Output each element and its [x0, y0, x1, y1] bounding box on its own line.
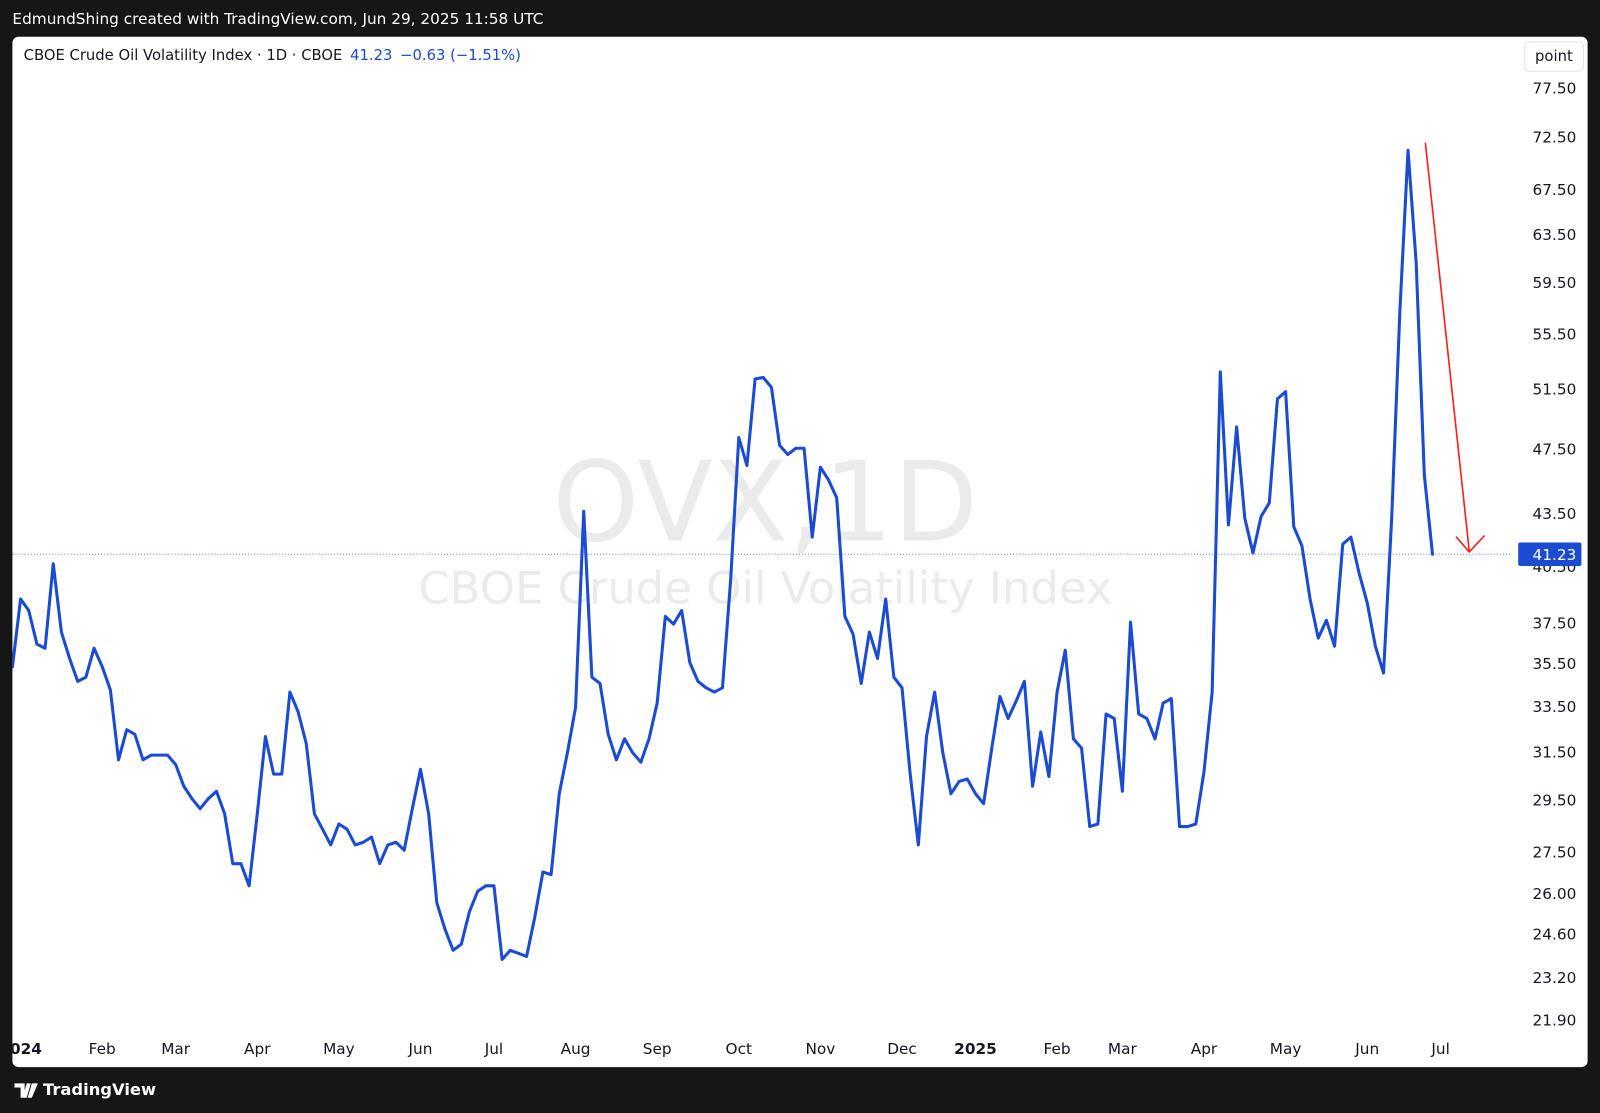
x-tick-label: Jun [408, 1040, 433, 1058]
x-tick-label: Apr [244, 1040, 271, 1058]
y-tick-label: 26.00 [1533, 885, 1577, 903]
watermark-subtitle: CBOE Crude Oil Volatility Index [418, 562, 1112, 615]
scale-button-label[interactable]: point [1535, 48, 1573, 65]
footer: TradingView [14, 1080, 156, 1099]
y-tick-label: 27.50 [1533, 843, 1577, 861]
x-tick-label: Aug [561, 1040, 591, 1058]
x-tick-label: Feb [89, 1040, 116, 1058]
price-line [12, 148, 1435, 961]
y-tick-label: 63.50 [1533, 226, 1577, 244]
x-tick-label: Oct [726, 1040, 752, 1058]
y-tick-label: 67.50 [1533, 181, 1577, 199]
price-label: 41.23 [1533, 546, 1577, 564]
y-tick-label: 77.50 [1533, 79, 1577, 97]
annotation-arrow [1424, 142, 1486, 554]
axes: 21.90 23.20 24.60 26.00 27.50 29.50 31.50 33.50… [1533, 79, 1577, 1029]
y-tick-label: 72.50 [1533, 128, 1577, 146]
scale-button[interactable] [1523, 41, 1584, 72]
y-tick-label: 24.60 [1533, 926, 1577, 944]
y-tick-label: 23.20 [1533, 969, 1577, 987]
x-tick-label: 2024 [0, 1040, 42, 1058]
price-label-group: 41.23 [1518, 542, 1582, 566]
x-tick-label: Feb [1044, 1040, 1071, 1058]
y-tick-label: 35.50 [1533, 655, 1577, 673]
chart-title: CBOE Crude Oil Volatility Index · 1D · C… [24, 47, 343, 64]
y-tick-label: 55.50 [1533, 326, 1577, 344]
x-axis: 2024 Feb Mar Apr May Jun Jul Aug Sep Oct Nov Dec 202… [0, 1040, 1449, 1058]
watermark: OVX,1D [553, 438, 979, 566]
x-tick-label: Jul [484, 1040, 503, 1058]
x-tick-label: 2025 [954, 1040, 997, 1058]
arrow-shaft [1424, 142, 1471, 551]
arrow-head [1455, 535, 1486, 554]
x-tick-label: Jun [1354, 1040, 1379, 1058]
y-tick-label: 29.50 [1533, 792, 1577, 810]
x-tick-label: Dec [887, 1040, 917, 1058]
y-tick-label: 47.50 [1533, 440, 1577, 458]
x-tick-label: May [323, 1040, 355, 1058]
y-tick-label: 59.50 [1533, 274, 1577, 292]
legend-value: 41.23 [350, 47, 392, 64]
chart-panel [12, 36, 1588, 1068]
legend-change: −0.63 (−1.51%) [400, 47, 521, 64]
x-tick-label: Nov [805, 1040, 835, 1058]
x-tick-label: Mar [1108, 1040, 1138, 1058]
y-tick-label: 21.90 [1533, 1011, 1577, 1029]
y-tick-label: 37.50 [1533, 615, 1577, 633]
x-tick-label: Mar [161, 1040, 191, 1058]
y-tick-label: 33.50 [1533, 698, 1577, 716]
plot-area [12, 148, 1511, 961]
x-tick-label: May [1270, 1040, 1302, 1058]
brand-logo [14, 1083, 38, 1098]
x-tick-label: Apr [1191, 1040, 1218, 1058]
y-tick-label: 43.50 [1533, 505, 1577, 523]
brand-name: TradingView [43, 1080, 156, 1099]
price-label-box [1518, 542, 1582, 566]
y-tick-label: 31.50 [1533, 743, 1577, 761]
x-tick-label: Sep [643, 1040, 672, 1058]
y-tick-label: 51.50 [1533, 381, 1577, 399]
x-tick-label: Jul [1430, 1040, 1449, 1058]
header-credit: EdmundShing created with TradingView.com… [12, 10, 543, 28]
